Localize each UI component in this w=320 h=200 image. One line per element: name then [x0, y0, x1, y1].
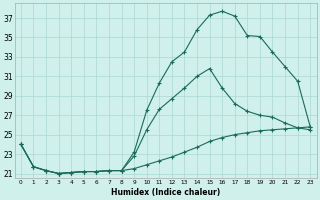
X-axis label: Humidex (Indice chaleur): Humidex (Indice chaleur) — [111, 188, 220, 197]
